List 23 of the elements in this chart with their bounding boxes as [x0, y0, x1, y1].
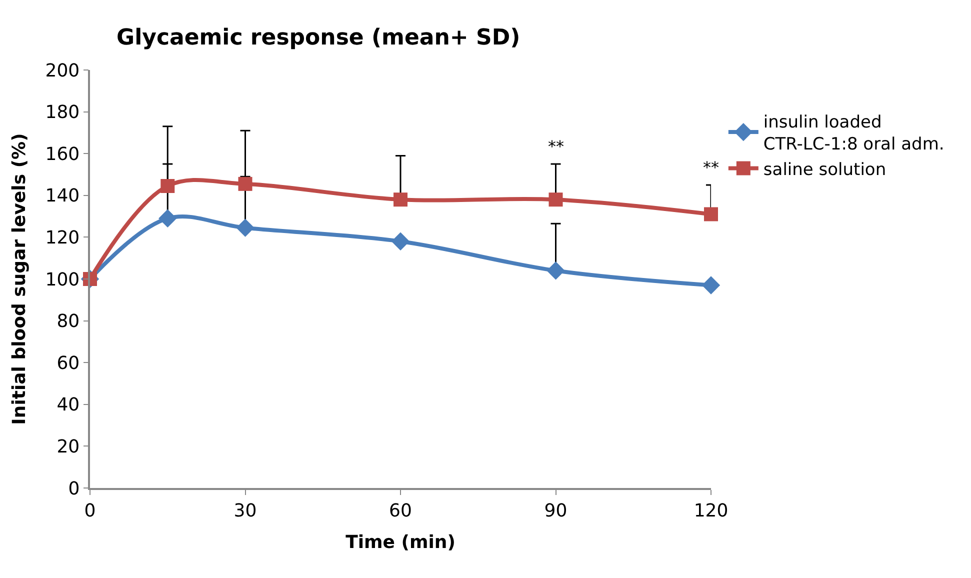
- annotation: **: [548, 137, 564, 156]
- legend-label: insulin loaded CTR-LC-1:8 oral adm.: [763, 112, 944, 155]
- x-axis-title: Time (min): [346, 532, 456, 553]
- y-tick-label: 120: [45, 228, 80, 248]
- y-tick-label: 140: [45, 186, 80, 207]
- y-tick-label: 80: [56, 311, 80, 332]
- annotation: **: [703, 158, 719, 177]
- y-tick-label: 40: [56, 394, 80, 416]
- y-axis-title: Initial blood sugar levels (%): [8, 133, 30, 425]
- y-tick-label: 20: [56, 436, 80, 458]
- y-tick-label: 100: [45, 269, 80, 290]
- y-tick-label: 180: [45, 102, 80, 124]
- x-tick-label: 90: [544, 500, 568, 522]
- x-tick-label: 120: [694, 500, 728, 522]
- y-tick-label: 60: [56, 352, 80, 374]
- y-tick-label: 0: [68, 478, 80, 500]
- x-tick-label: 60: [389, 500, 412, 522]
- x-tick-label: 0: [84, 500, 96, 522]
- legend-label: saline solution: [763, 160, 886, 180]
- chart-title: Glycaemic response (mean+ SD): [116, 25, 520, 50]
- y-tick-label: 160: [45, 144, 80, 165]
- x-tick-label: 30: [234, 500, 257, 522]
- y-tick-label: 200: [45, 60, 80, 82]
